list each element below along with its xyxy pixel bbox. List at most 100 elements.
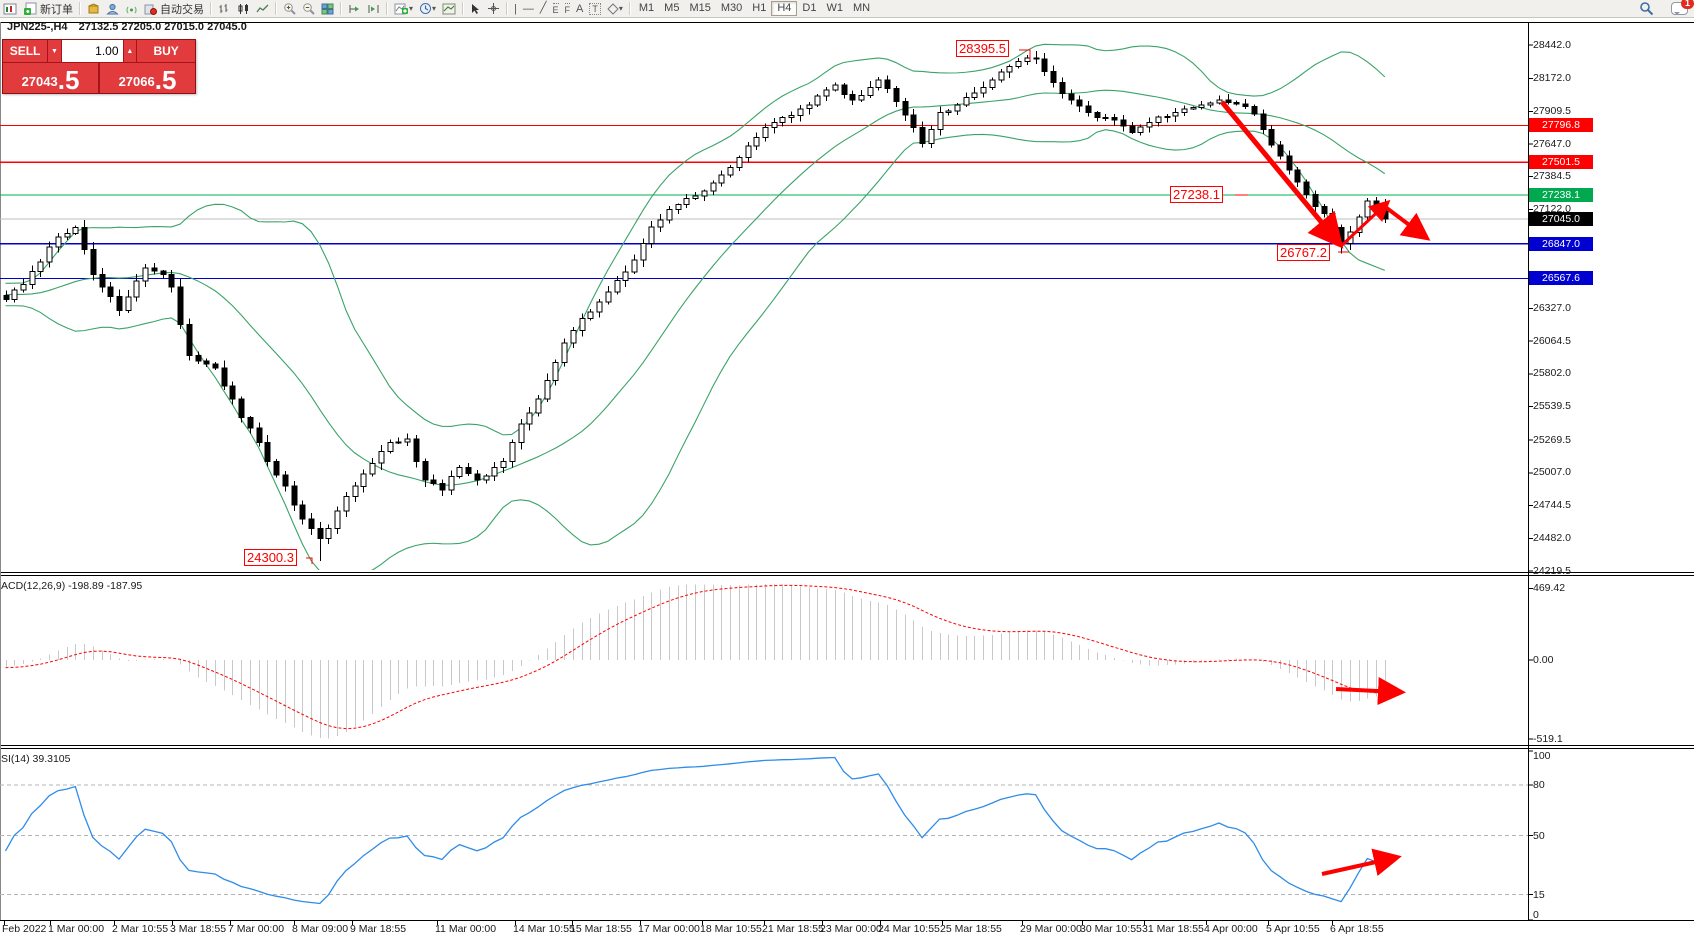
autotrading-button[interactable]: 自动交易 bbox=[141, 1, 207, 16]
candlestick-mode-icon[interactable] bbox=[234, 1, 253, 16]
price-axis-tick: 28172.0 bbox=[1533, 72, 1571, 85]
price-axis-tick: 27122.0 bbox=[1533, 202, 1571, 215]
timeframe-button-w1[interactable]: W1 bbox=[826, 2, 843, 14]
price-axis-tick: 24219.5 bbox=[1533, 564, 1571, 577]
chart-window-icon[interactable] bbox=[0, 1, 20, 16]
buy-button[interactable]: BUY bbox=[153, 44, 179, 58]
rsi-axis-tick: 80 bbox=[1533, 779, 1545, 792]
date-axis-label: 15 Mar 18:55 bbox=[570, 923, 632, 935]
signal-broadcast-icon[interactable] bbox=[122, 1, 141, 16]
chart-shift-icon[interactable] bbox=[364, 1, 383, 16]
new-order-label: 新订单 bbox=[40, 3, 73, 16]
sell-price-main: 27043 bbox=[21, 74, 58, 89]
autotrading-label: 自动交易 bbox=[160, 3, 204, 16]
price-axis-tick: 28442.0 bbox=[1533, 38, 1571, 51]
bar-chart-mode-icon[interactable] bbox=[215, 1, 234, 16]
buy-price-fraction: .5 bbox=[154, 65, 177, 95]
zoom-out-icon[interactable] bbox=[299, 1, 318, 16]
annotation-26767.2: 26767.2 bbox=[1277, 244, 1330, 261]
horizontal-line-tool-icon[interactable]: — bbox=[522, 2, 534, 15]
rsi-axis-tick: 15 bbox=[1533, 889, 1545, 902]
date-axis-label: 14 Mar 10:55 bbox=[513, 923, 575, 935]
trendline-tool-icon[interactable]: ╱ bbox=[539, 2, 547, 14]
date-axis-label: 17 Mar 00:00 bbox=[638, 923, 700, 935]
timeframe-button-m1[interactable]: M1 bbox=[638, 2, 655, 14]
volume-decrease-button[interactable]: ▼ bbox=[47, 40, 62, 62]
timeframe-button-h1[interactable]: H1 bbox=[752, 2, 767, 14]
price-axis-tick: 24744.5 bbox=[1533, 499, 1571, 512]
text-label-tool-icon[interactable]: T bbox=[586, 1, 604, 16]
market-depth-icon[interactable] bbox=[84, 1, 103, 16]
line-chart-mode-icon[interactable] bbox=[253, 1, 272, 16]
main-toolbar: 新订单 自动交易 ▾ ▾ bbox=[0, 0, 1694, 18]
rsi-axis-tick: 50 bbox=[1533, 830, 1545, 842]
volume-input[interactable]: 1.00 bbox=[61, 40, 123, 62]
price-axis-tick: 27384.5 bbox=[1533, 170, 1571, 183]
date-axis-label: 11 Mar 00:00 bbox=[435, 923, 497, 935]
text-tool-icon[interactable]: A bbox=[576, 2, 584, 15]
date-axis-label: 3 Mar 18:55 bbox=[170, 923, 227, 935]
date-axis-label: 9 Mar 18:55 bbox=[350, 923, 407, 935]
date-axis-label: Feb 2022 bbox=[2, 923, 47, 935]
date-axis-label: 2 Mar 10:55 bbox=[112, 923, 169, 935]
templates-icon[interactable] bbox=[439, 1, 459, 16]
macd-indicator-label: ACD(12,26,9) -198.89 -187.95 bbox=[1, 580, 143, 592]
add-indicator-icon[interactable]: ▾ bbox=[391, 1, 416, 16]
macd-axis-tick: -519.1 bbox=[1533, 732, 1563, 745]
price-line-badge-26567.6: 26567.6 bbox=[1529, 271, 1593, 286]
support-agent-icon[interactable] bbox=[103, 1, 122, 16]
period-clock-icon[interactable]: ▾ bbox=[416, 1, 439, 16]
trend-arrow-4 bbox=[1335, 677, 1406, 706]
timeframe-button-mn[interactable]: MN bbox=[852, 2, 871, 14]
equidistant-channel-tool-icon[interactable]: E bbox=[552, 2, 559, 15]
auto-scroll-icon[interactable] bbox=[345, 1, 364, 16]
price-axis-tick: 25269.5 bbox=[1533, 433, 1571, 446]
fibonacci-tool-icon[interactable]: F bbox=[564, 2, 571, 15]
zoom-in-icon[interactable] bbox=[280, 1, 299, 16]
sell-price[interactable]: 27043.5 bbox=[3, 63, 100, 93]
price-line-badge-26847.0: 26847.0 bbox=[1529, 236, 1593, 251]
volume-increase-button[interactable]: ▲ bbox=[122, 40, 138, 62]
cursor-tool-icon[interactable] bbox=[467, 1, 484, 16]
symbol-name: JPN225-,H4 bbox=[7, 21, 68, 33]
vertical-line-tool-icon[interactable]: | bbox=[514, 2, 517, 15]
timeframe-button-m30[interactable]: M30 bbox=[720, 2, 743, 14]
price-axis-tick: 27909.5 bbox=[1533, 104, 1571, 117]
date-axis-label: 6 Apr 18:55 bbox=[1330, 923, 1384, 935]
timeframe-button-m5[interactable]: M5 bbox=[664, 2, 680, 14]
date-axis-label: 1 Mar 00:00 bbox=[48, 923, 105, 935]
buy-price[interactable]: 27066.5 bbox=[100, 63, 195, 93]
sell-button[interactable]: SELL bbox=[9, 44, 41, 58]
symbol-ohlc-line: JPN225-,H4 27132.5 27205.0 27015.0 27045… bbox=[7, 21, 247, 33]
timeframe-button-h4[interactable]: H4 bbox=[771, 1, 798, 16]
price-line-badge-27796.8: 27796.8 bbox=[1529, 118, 1593, 133]
timeframe-button-d1[interactable]: D1 bbox=[802, 2, 817, 14]
chat-notifications-icon[interactable]: 1 bbox=[1671, 0, 1694, 15]
new-order-button[interactable]: 新订单 bbox=[20, 1, 76, 16]
timeframe-button-m15[interactable]: M15 bbox=[689, 2, 711, 14]
trend-arrow-1 bbox=[1220, 100, 1344, 249]
macd-axis-tick: 0.00 bbox=[1533, 653, 1554, 666]
price-line-badge-27045.0: 27045.0 bbox=[1529, 212, 1593, 227]
tile-windows-icon[interactable] bbox=[318, 1, 337, 16]
date-axis-label: 5 Apr 10:55 bbox=[1266, 923, 1320, 935]
price-axis-tick: 26064.5 bbox=[1533, 334, 1571, 347]
date-axis-label: 30 Mar 10:55 bbox=[1080, 923, 1142, 935]
crosshair-tool-icon[interactable] bbox=[484, 1, 503, 16]
macd-axis-tick: 469.42 bbox=[1533, 581, 1566, 594]
date-axis-label: 4 Apr 00:00 bbox=[1204, 923, 1258, 935]
rsi-axis-tick: 0 bbox=[1533, 909, 1539, 921]
search-icon[interactable] bbox=[1636, 1, 1657, 16]
symbol-ohlc-values: 27132.5 27205.0 27015.0 27045.0 bbox=[78, 21, 247, 33]
rsi-axis-tick: 100 bbox=[1533, 750, 1551, 762]
date-axis-label: 7 Mar 00:00 bbox=[228, 923, 285, 935]
sell-price-fraction: .5 bbox=[57, 65, 80, 95]
date-axis-label: 21 Mar 18:55 bbox=[762, 923, 824, 935]
rsi-indicator-label: SI(14) 39.3105 bbox=[1, 753, 71, 765]
price-axis-tick: 24482.0 bbox=[1533, 531, 1571, 544]
annotation-28395.5: 28395.5 bbox=[956, 40, 1009, 57]
date-axis-label: 31 Mar 18:55 bbox=[1142, 923, 1204, 935]
shapes-tool-icon[interactable]: ▾ bbox=[604, 1, 626, 16]
